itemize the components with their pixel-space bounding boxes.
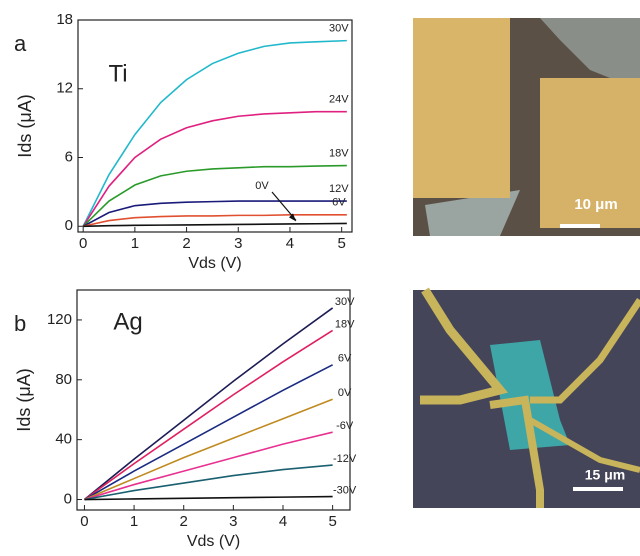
series-label: 0V: [255, 180, 269, 192]
y-tick-label: 18: [56, 11, 73, 28]
x-tick-label: 4: [286, 235, 294, 252]
y-tick-label: 6: [65, 148, 73, 165]
chart-title: Ag: [113, 308, 142, 335]
series-label: -6V: [336, 420, 354, 432]
series-line: [83, 166, 347, 227]
series-label: 30V: [335, 296, 355, 308]
series-label: 6V: [332, 197, 346, 209]
series-label: 6V: [338, 353, 352, 365]
x-tick-label: 5: [328, 513, 336, 530]
series-line: [84, 330, 332, 499]
x-tick-label: 1: [130, 513, 138, 530]
y-tick-label: 40: [55, 431, 72, 448]
x-tick-label: 1: [131, 235, 139, 252]
series-line: [84, 497, 332, 500]
y-tick-label: 0: [65, 217, 73, 234]
panel-label: b: [14, 311, 26, 336]
x-tick-label: 2: [182, 235, 190, 252]
series-line: [84, 308, 332, 500]
x-tick-label: 0: [79, 235, 87, 252]
chart-title: Ti: [108, 60, 127, 87]
y-tick-label: 120: [47, 311, 72, 328]
y-tick-label: 80: [55, 371, 72, 388]
series-label: 12V: [329, 183, 349, 195]
figure: 10 μm 15 μm 012345061218Vds (V)Ids (μA)a…: [0, 0, 640, 556]
x-axis-label: Vds (V): [187, 533, 240, 550]
series-label: -30V: [333, 484, 357, 496]
panel-label: a: [14, 31, 27, 56]
scale-bar-label: 10 μm: [574, 196, 617, 213]
x-tick-label: 0: [80, 513, 88, 530]
y-tick-label: 12: [56, 80, 73, 97]
plot-frame: [78, 20, 352, 232]
x-tick-label: 4: [279, 513, 287, 530]
series-label: 18V: [329, 147, 349, 159]
series-line: [84, 465, 332, 499]
series-label: 0V: [338, 387, 352, 399]
series-line: [83, 201, 347, 226]
series-line: [84, 399, 332, 499]
series-label: 24V: [329, 94, 349, 106]
series-label: -12V: [333, 453, 357, 465]
micrograph-ag: 15 μm: [413, 290, 640, 508]
series-line: [83, 223, 347, 226]
series-label: 18V: [335, 318, 355, 330]
x-tick-label: 3: [229, 513, 237, 530]
y-axis-label: Ids (μA): [14, 368, 34, 431]
y-axis-label: Ids (μA): [15, 94, 35, 157]
micrograph-ti: 10 μm: [413, 18, 640, 236]
scale-bar-label: 15 μm: [585, 467, 625, 483]
x-tick-label: 5: [337, 235, 345, 252]
x-tick-label: 3: [234, 235, 242, 252]
x-axis-label: Vds (V): [188, 255, 241, 272]
x-tick-label: 2: [180, 513, 188, 530]
series-label: 30V: [329, 23, 349, 35]
series-line: [84, 432, 332, 499]
y-tick-label: 0: [64, 490, 72, 507]
